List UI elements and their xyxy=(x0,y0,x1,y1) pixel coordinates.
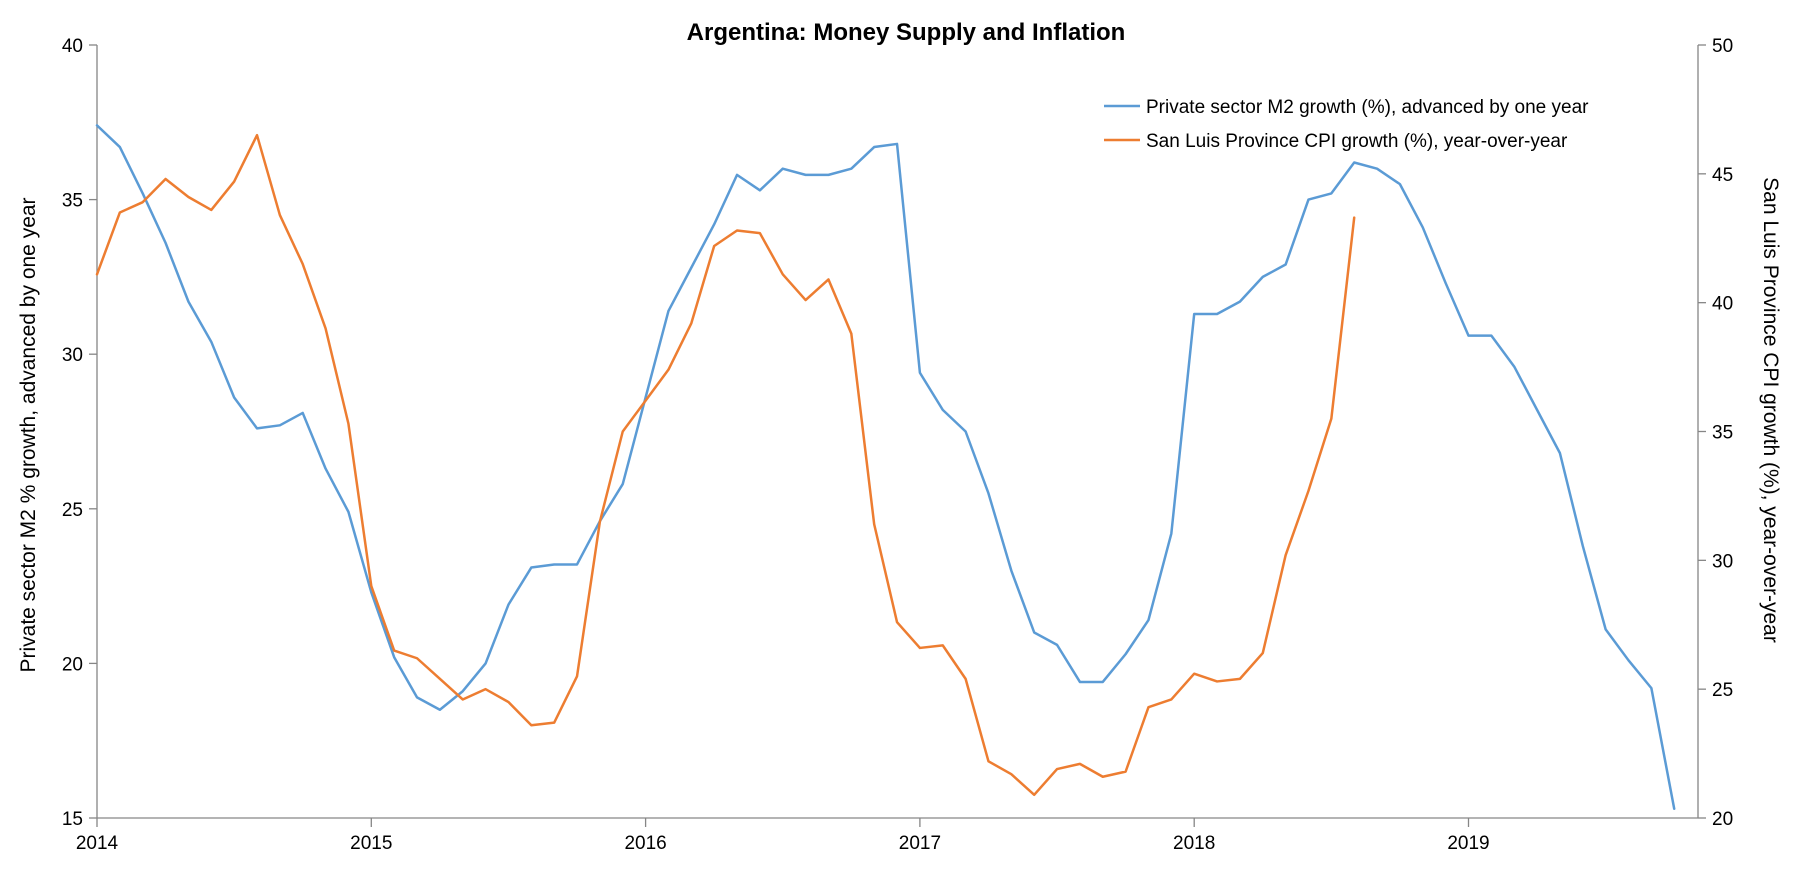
series-layer xyxy=(95,124,1676,810)
y-tick-left-label: 20 xyxy=(62,654,83,675)
series-line-cpi xyxy=(95,133,1356,797)
legend-label-cpi: San Luis Province CPI growth (%), year-o… xyxy=(1146,131,1568,152)
x-tick-label: 2018 xyxy=(1173,833,1215,854)
legend: Private sector M2 growth (%), advanced b… xyxy=(1104,97,1589,152)
y-tick-right-label: 25 xyxy=(1712,680,1733,701)
y-ticks-left: 15 20 25 30 35 40 xyxy=(62,36,97,830)
y-axis-title-right: San Luis Province CPI growth (%), year-o… xyxy=(1759,177,1782,643)
y-tick-right-label: 30 xyxy=(1712,551,1733,572)
legend-label-m2: Private sector M2 growth (%), advanced b… xyxy=(1146,97,1589,118)
y-tick-left-label: 25 xyxy=(62,500,83,521)
x-ticks: 2014 2015 2016 2017 2018 2019 xyxy=(76,818,1490,854)
y-tick-right-label: 20 xyxy=(1712,809,1733,830)
y-tick-left-label: 35 xyxy=(62,191,83,212)
y-tick-right-label: 45 xyxy=(1712,165,1733,186)
x-tick-label: 2016 xyxy=(624,833,666,854)
y-tick-right-label: 50 xyxy=(1712,36,1733,57)
x-tick-label: 2014 xyxy=(76,833,119,854)
y-tick-left-label: 15 xyxy=(62,809,83,830)
y-axis-title-left: Private sector M2 % growth, advanced by … xyxy=(17,197,40,672)
y-tick-left-label: 30 xyxy=(62,345,83,366)
series-line-m2 xyxy=(95,124,1676,810)
y-tick-left-label: 40 xyxy=(62,36,83,57)
x-tick-label: 2015 xyxy=(350,833,392,854)
x-tick-label: 2019 xyxy=(1447,833,1489,854)
y-ticks-right: 20 25 30 35 40 45 50 xyxy=(1698,36,1733,830)
x-tick-label: 2017 xyxy=(899,833,941,854)
chart-title: Argentina: Money Supply and Inflation xyxy=(687,19,1126,46)
y-tick-right-label: 40 xyxy=(1712,294,1733,315)
y-tick-right-label: 35 xyxy=(1712,423,1733,444)
